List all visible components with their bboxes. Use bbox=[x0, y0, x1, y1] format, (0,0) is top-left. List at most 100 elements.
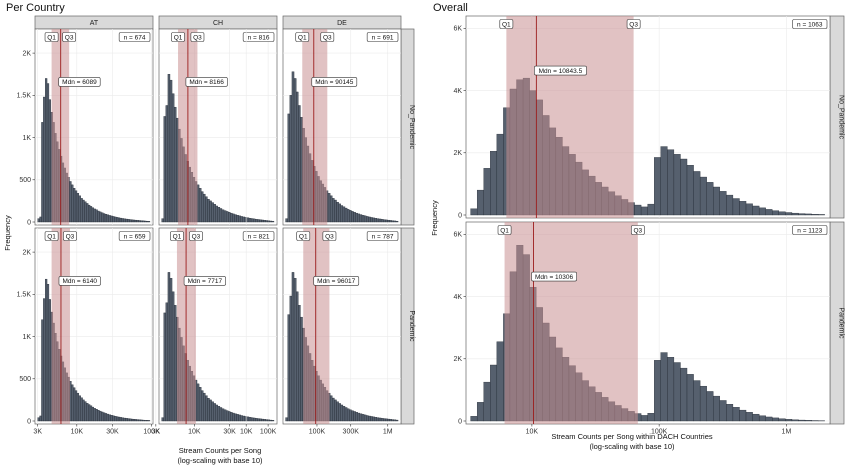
pc-ch-pandemic-bar bbox=[203, 393, 205, 421]
pc-de-pandemic-bar bbox=[368, 416, 370, 421]
ov-pandemic-bar bbox=[713, 396, 720, 421]
pc-de-no-pandemic-bar bbox=[296, 92, 298, 222]
pc-ch-no-pandemic-bar bbox=[251, 219, 253, 222]
ov-pandemic-bar bbox=[726, 404, 733, 421]
pc-de-pandemic-bar bbox=[394, 420, 396, 421]
pc-de-pandemic-bar bbox=[390, 419, 392, 421]
pc-de-no-pandemic-bar bbox=[383, 220, 385, 222]
ov-no-pandemic-ytick-label-2: 4K bbox=[453, 88, 462, 95]
ov-no-pandemic-bar bbox=[759, 208, 766, 215]
pc-at-no-pandemic-bar bbox=[103, 214, 105, 222]
pc-at-no-pandemic-bar bbox=[124, 219, 126, 222]
pc-at-no-pandemic-mdn-label: Mdn = 6089 bbox=[62, 79, 97, 86]
ov-no-pandemic-bar bbox=[707, 182, 714, 215]
pc-ch-no-pandemic-q3-label: Q3 bbox=[193, 34, 202, 41]
pc-de-no-pandemic-bar bbox=[394, 221, 396, 222]
pc-de-no-pandemic-bar bbox=[390, 220, 392, 222]
pc-ch-pandemic-q1-label: Q1 bbox=[173, 233, 182, 240]
pc-ch-pandemic-bar bbox=[241, 416, 243, 421]
pc-ch-pandemic-bar bbox=[174, 305, 176, 421]
pc-at-pandemic-bar bbox=[116, 417, 118, 421]
ov-pandemic-bar bbox=[707, 391, 714, 421]
pc-ch-no-pandemic-bar bbox=[247, 218, 249, 222]
pc-de-pandemic-bar bbox=[296, 292, 298, 421]
pc-de-no-pandemic-bar bbox=[379, 219, 381, 222]
pc-ch-pandemic-bar bbox=[268, 420, 270, 421]
pc-ch-no-pandemic-bar bbox=[166, 105, 168, 222]
pc-at-no-pandemic-bar bbox=[99, 212, 101, 222]
ov-pandemic-bar bbox=[641, 415, 648, 421]
ov-pandemic-xtick-label-1: 100K bbox=[651, 429, 668, 436]
pc-at-no-pandemic-bar bbox=[146, 221, 148, 222]
pc-ch-no-pandemic-bar bbox=[257, 219, 259, 222]
pc-at-pandemic-bar bbox=[120, 417, 122, 421]
pc-ch-pandemic-bar bbox=[199, 387, 201, 421]
pc-ch-pandemic-bar bbox=[164, 313, 166, 421]
pc-at-pandemic-bar bbox=[131, 419, 133, 421]
ov-pandemic-bar bbox=[792, 420, 799, 421]
pc-ch-pandemic-bar bbox=[228, 411, 230, 421]
ov-no-pandemic-bar bbox=[661, 147, 668, 215]
ov-pandemic-bar bbox=[772, 418, 779, 421]
strip-row-pandemic: Pandemic bbox=[408, 310, 415, 342]
pc-ch-pandemic-bar bbox=[197, 384, 199, 421]
ov-no-pandemic-bar bbox=[772, 211, 779, 215]
pc-de-no-pandemic-bar bbox=[341, 206, 343, 222]
pc-at-pandemic-bar bbox=[124, 418, 126, 421]
pc-ch-no-pandemic-bar bbox=[234, 215, 236, 222]
pc-de-no-pandemic-bar bbox=[358, 214, 360, 222]
pc-ch-pandemic-bar bbox=[166, 303, 168, 421]
pc-ch-pandemic-bar bbox=[266, 420, 268, 421]
pc-ch-no-pandemic-bar bbox=[224, 211, 226, 222]
pc-at-pandemic-ytick-label-3: 1.5K bbox=[17, 292, 32, 299]
pc-ch-no-pandemic-bar bbox=[201, 192, 203, 222]
pc-de-pandemic-bar bbox=[339, 403, 341, 421]
pc-ch-pandemic-bar bbox=[162, 418, 164, 421]
pc-ch-pandemic-bar bbox=[205, 396, 207, 421]
pc-at-pandemic-ytick-label-2: 1K bbox=[22, 334, 31, 341]
ov-no-pandemic-bar bbox=[720, 191, 727, 215]
pc-de-pandemic-bar bbox=[349, 410, 351, 421]
pc-de-pandemic-q1-label: Q1 bbox=[299, 233, 308, 240]
pc-ch-no-pandemic-bar bbox=[253, 219, 255, 222]
pc-at-no-pandemic-bar bbox=[92, 208, 94, 222]
pc-ch-pandemic-bar bbox=[201, 391, 203, 421]
pc-de-no-pandemic-bar bbox=[286, 219, 288, 222]
pc-at-no-pandemic-bar bbox=[94, 209, 96, 222]
pc-ch-pandemic-xtick-label-1: 10K bbox=[188, 429, 201, 436]
ov-pandemic-bar bbox=[661, 353, 668, 421]
pc-at-pandemic-xtick-label-1: 10K bbox=[71, 429, 84, 436]
pc-de-no-pandemic-bar bbox=[298, 105, 300, 222]
pc-at-no-pandemic-bar bbox=[137, 220, 139, 222]
pc-de-no-pandemic-bar bbox=[356, 213, 358, 222]
pc-de-no-pandemic-bar bbox=[381, 219, 383, 222]
pc-de-no-pandemic-bar bbox=[364, 216, 366, 222]
pc-at-pandemic-bar bbox=[73, 388, 75, 421]
pc-ch-pandemic-mdn-label: Mdn = 7717 bbox=[188, 278, 223, 285]
pc-de-pandemic-bar bbox=[347, 409, 349, 421]
ov-no-pandemic-q1-label: Q1 bbox=[502, 21, 511, 28]
ov-no-pandemic-ytick-label-3: 6K bbox=[453, 26, 462, 33]
pc-ch-no-pandemic-bar bbox=[226, 211, 228, 222]
ov-no-pandemic-bar bbox=[753, 206, 760, 215]
pc-at-no-pandemic-bar bbox=[90, 206, 92, 222]
ov-pandemic-bar bbox=[484, 382, 491, 421]
pc-at-pandemic-q1-label: Q1 bbox=[47, 233, 56, 240]
pc-at-no-pandemic-bar bbox=[141, 221, 143, 222]
pc-at-no-pandemic-bar bbox=[98, 211, 100, 222]
ov-no-pandemic-mdn-label: Mdn = 10843.5 bbox=[539, 68, 583, 75]
pc-at-pandemic-ytick-label-4: 2K bbox=[22, 249, 31, 256]
pc-ch-pandemic-bar bbox=[257, 419, 259, 421]
pc-de-no-pandemic-bar bbox=[343, 207, 345, 222]
pc-at-no-pandemic-bar bbox=[83, 200, 85, 222]
pc-de-pandemic-bar bbox=[364, 415, 366, 421]
pc-ch-no-pandemic-bar bbox=[243, 217, 245, 222]
pc-at-pandemic-bar bbox=[133, 419, 135, 421]
pc-at-no-pandemic-ytick-label-0: 0 bbox=[27, 219, 31, 226]
pc-ch-no-pandemic-bar bbox=[245, 217, 247, 222]
pc-ch-pandemic-bar bbox=[170, 278, 172, 421]
pc-at-no-pandemic-bar bbox=[96, 210, 98, 222]
pc-de-pandemic-q3-label: Q3 bbox=[325, 233, 334, 240]
pc-de-pandemic-bar bbox=[332, 398, 334, 421]
pc-at-no-pandemic-bar bbox=[101, 213, 103, 222]
